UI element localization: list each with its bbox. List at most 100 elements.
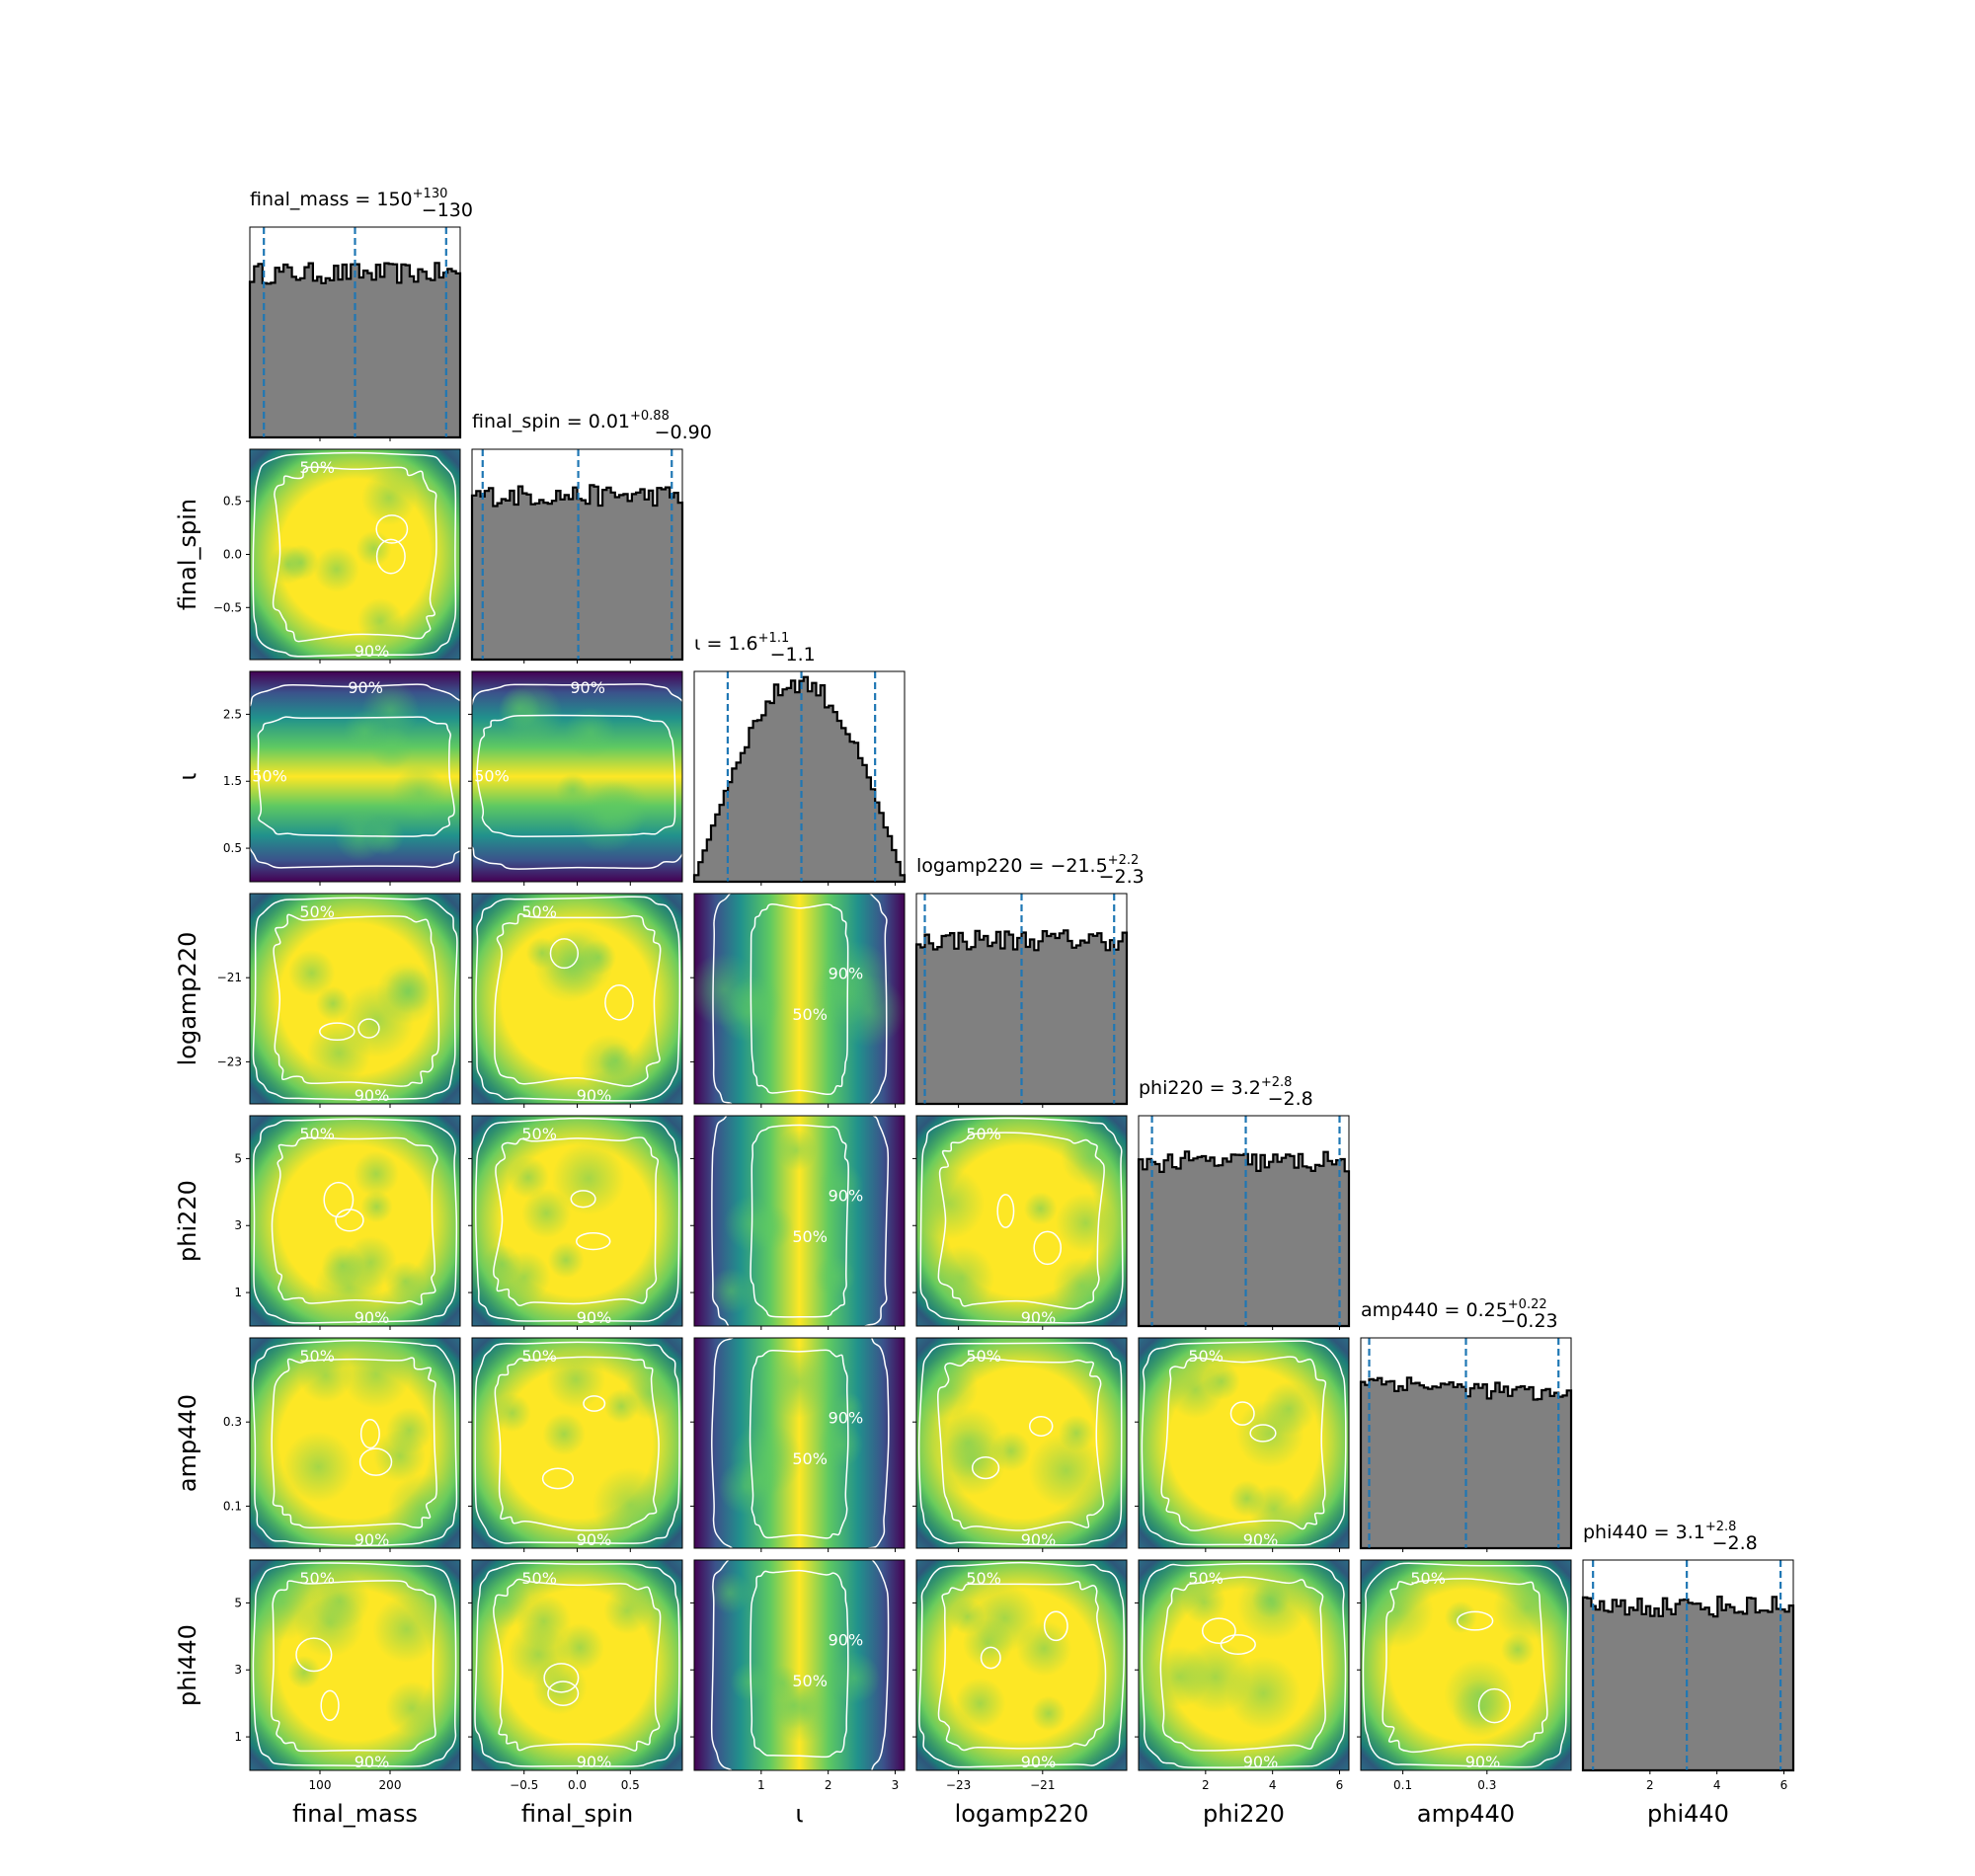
density-panel-logamp220-phi220: 90% 50%	[912, 1115, 1128, 1330]
y-tick-label: 3	[234, 1663, 242, 1677]
contour-island	[1477, 1687, 1511, 1724]
density-panel-logamp220-amp440: 90% 50%	[912, 1337, 1128, 1552]
contour-island	[1229, 1401, 1255, 1426]
contour-island	[1456, 1610, 1494, 1631]
panel-frame	[693, 1559, 906, 1771]
histogram-title: logamp220 = −21.5+2.2	[916, 853, 1139, 877]
panel-frame	[249, 893, 461, 1105]
contour-label-90: 90%	[577, 1530, 612, 1549]
histogram-panel-logamp220: logamp220 = −21.5+2.2−2.3	[914, 853, 1145, 1108]
histogram-panel-final_spin: final_spin = 0.01+0.88−0.90	[470, 409, 712, 664]
contour-50	[937, 1357, 1105, 1531]
histogram-panel-inclination: ι = 1.6+1.1−1.1	[692, 631, 907, 886]
histogram-panel-phi220: phi220 = 3.2+2.8−2.8	[1137, 1075, 1351, 1330]
y-tick-label: 0.5	[223, 495, 242, 508]
contour-label-50: 50%	[474, 767, 510, 786]
contour-label-90: 90%	[829, 1409, 864, 1428]
histogram-title: phi220 = 3.2+2.8	[1139, 1075, 1292, 1099]
contour-50	[271, 1136, 438, 1305]
contour-label-90: 90%	[1465, 1753, 1501, 1771]
contour-label-90: 90%	[829, 965, 864, 983]
x-tick-label: 6	[1780, 1778, 1788, 1792]
panel-frame	[249, 226, 461, 438]
density-panel-final_spin-amp440: 90% 50%	[468, 1337, 683, 1552]
histogram-bars	[1137, 1150, 1351, 1328]
contour-label-90: 90%	[355, 1308, 390, 1327]
panel-frame	[915, 893, 1128, 1105]
x-tick-label: 200	[379, 1778, 402, 1792]
panel-frame	[915, 1115, 1128, 1327]
contour-50	[750, 1124, 849, 1318]
contour-island	[1029, 1415, 1054, 1437]
y-tick-label: 1	[234, 1286, 242, 1299]
contour-50	[270, 1580, 436, 1753]
contour-label-50: 50%	[792, 1227, 828, 1246]
histogram-title-error-minus: −2.8	[1268, 1088, 1313, 1110]
contour-label-90: 90%	[1243, 1753, 1279, 1771]
contour-90	[474, 1341, 680, 1544]
x-tick-label: 3	[892, 1778, 900, 1792]
histogram-title-error-minus: −2.3	[1099, 866, 1145, 888]
y-axis-label: final_spin	[174, 499, 201, 610]
histogram-title: amp440 = 0.25+0.22	[1361, 1297, 1547, 1321]
x-tick-label: 0.5	[621, 1778, 640, 1792]
y-axis-label: phi440	[174, 1624, 201, 1706]
contour-label-90: 90%	[570, 678, 605, 697]
density-panel-final_spin-phi220: 90% 50%	[468, 1115, 683, 1330]
y-tick-label: 5	[234, 1151, 242, 1165]
contour-label-90: 90%	[1243, 1530, 1279, 1549]
contour-label-50: 50%	[966, 1569, 1001, 1588]
contour-island	[604, 984, 634, 1021]
x-tick-label: 4	[1713, 1778, 1721, 1792]
y-tick-label: 0.5	[223, 841, 242, 855]
contour-90	[252, 897, 458, 1101]
contour-island	[547, 1681, 580, 1706]
contour-label-90: 90%	[1021, 1308, 1057, 1327]
contour-90	[711, 1338, 890, 1548]
panel-frame	[693, 1337, 906, 1549]
contour-label-50: 50%	[1410, 1569, 1446, 1588]
density-panel-amp440-phi440: 90% 50% 0.1 0.3	[1357, 1559, 1572, 1792]
contour-island	[359, 1419, 380, 1449]
density-panel-final_mass-final_spin: 90% 50% −0.5 0.0 0.5	[213, 448, 461, 664]
contour-50	[493, 1136, 660, 1307]
contour-island	[549, 938, 580, 970]
contour-label-90: 90%	[355, 1753, 390, 1771]
x-axis-label: phi220	[1203, 1800, 1285, 1828]
density-panel-inclination-logamp220: 90% 50%	[690, 893, 906, 1108]
density-panel-final_mass-amp440: 90% 50% 0.1 0.3	[223, 1337, 461, 1552]
contour-90	[472, 683, 682, 870]
axis-labels: final_spin ι logamp220 phi220 amp440 phi440 fi…	[174, 499, 1729, 1828]
contour-island	[357, 1018, 380, 1039]
contour-label-90: 90%	[577, 1086, 612, 1105]
y-tick-label: 5	[234, 1596, 242, 1609]
x-tick-label: 6	[1336, 1778, 1344, 1792]
panel-frame	[693, 670, 906, 883]
contour-50	[1382, 1578, 1548, 1754]
histogram-panel-phi440: phi440 = 3.1+2.8−2.8 2 4 6	[1581, 1520, 1795, 1792]
contour-90	[711, 1116, 890, 1326]
contour-label-50: 50%	[299, 458, 335, 477]
contour-label-50: 50%	[521, 1125, 557, 1143]
histogram-title-error-minus: −0.23	[1500, 1310, 1557, 1332]
contour-island	[541, 1467, 575, 1490]
contour-label-50: 50%	[966, 1347, 1001, 1366]
contour-island	[570, 1190, 596, 1209]
density-panel-final_spin-logamp220: 90% 50%	[468, 893, 683, 1108]
contour-label-90: 90%	[829, 1187, 864, 1206]
density-panel-phi220-amp440: 90% 50%	[1135, 1337, 1350, 1552]
contour-island	[543, 1663, 580, 1693]
contour-island	[1033, 1230, 1063, 1266]
histogram-title: final_spin = 0.01+0.88	[472, 409, 670, 432]
x-tick-label: 2	[825, 1778, 832, 1792]
contour-50	[493, 1578, 662, 1752]
x-tick-label: −21	[1030, 1778, 1055, 1792]
contour-island	[980, 1646, 1001, 1670]
panel-frame	[693, 893, 906, 1105]
contour-label-90: 90%	[355, 642, 390, 661]
contour-90	[252, 1339, 458, 1547]
contour-label-90: 90%	[348, 678, 383, 697]
y-axis-label: ι	[174, 772, 201, 780]
x-tick-label: 0.3	[1477, 1778, 1496, 1792]
histogram-title-error-minus: −130	[422, 199, 473, 221]
